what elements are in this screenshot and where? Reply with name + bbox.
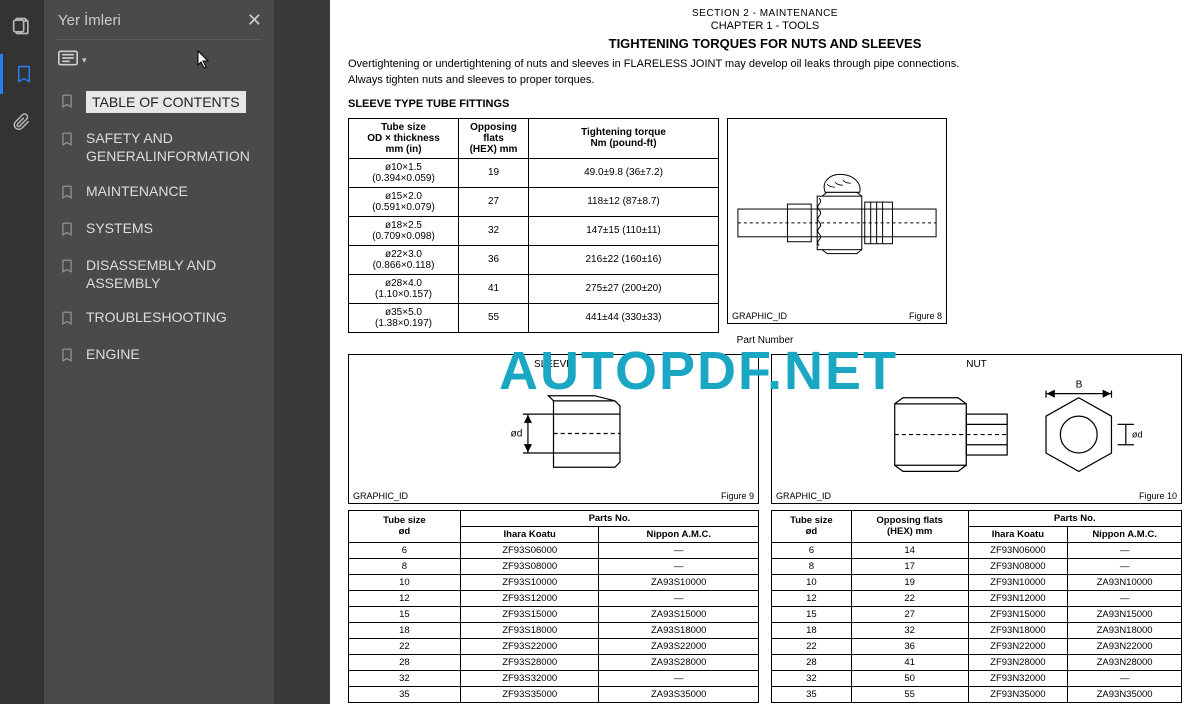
- figure-label: Figure 9: [721, 491, 754, 501]
- sidebar-title: Yer İmleri: [58, 12, 121, 29]
- close-icon[interactable]: ✕: [247, 10, 262, 31]
- bookmark-label: SYSTEMS: [86, 219, 153, 237]
- sleeve-diagram: SLEEVE ød: [348, 354, 759, 504]
- figure-label: Figure 8: [909, 311, 942, 321]
- paragraph: Always tighten nuts and sleeves to prope…: [348, 73, 1182, 87]
- bookmark-label: ENGINE: [86, 345, 140, 363]
- bookmark-label: TROUBLESHOOTING: [86, 308, 227, 326]
- fitting-svg: [728, 119, 946, 309]
- svg-text:ød: ød: [511, 428, 523, 439]
- bookmark-item[interactable]: SYSTEMS: [54, 211, 264, 248]
- bookmark-label: DISASSEMBLY AND ASSEMBLY: [86, 256, 258, 292]
- bookmark-label: TABLE OF CONTENTS: [86, 91, 246, 113]
- figure-label: Figure 10: [1139, 491, 1177, 501]
- bookmark-icon: [60, 221, 76, 240]
- bookmark-item[interactable]: TABLE OF CONTENTS: [54, 83, 264, 121]
- section-label: SECTION 2 - MAINTENANCE: [348, 8, 1182, 19]
- paragraph: Overtightening or undertightening of nut…: [348, 57, 1182, 71]
- bookmark-item[interactable]: DISASSEMBLY AND ASSEMBLY: [54, 248, 264, 300]
- bookmark-item[interactable]: ENGINE: [54, 337, 264, 374]
- attachments-icon[interactable]: [0, 102, 44, 142]
- subtitle: SLEEVE TYPE TUBE FITTINGS: [348, 98, 1182, 110]
- sleeve-svg: ød: [349, 374, 758, 489]
- pdf-page: SECTION 2 - MAINTENANCE CHAPTER 1 - TOOL…: [330, 0, 1200, 704]
- bookmark-item[interactable]: MAINTENANCE: [54, 174, 264, 211]
- bookmarks-icon[interactable]: [0, 54, 44, 94]
- nut-diagram: NUT: [771, 354, 1182, 504]
- svg-text:ød: ød: [1132, 429, 1143, 439]
- options-icon[interactable]: [58, 50, 78, 71]
- sleeve-title: SLEEVE: [349, 355, 758, 374]
- document-area: AUTOPDF.NET SECTION 2 - MAINTENANCE CHAP…: [274, 0, 1200, 704]
- chapter-label: CHAPTER 1 - TOOLS: [348, 20, 1182, 32]
- graphic-id: GRAPHIC_ID: [353, 491, 408, 501]
- nut-title: NUT: [772, 355, 1181, 374]
- bookmark-icon: [60, 258, 76, 277]
- toolstrip: [0, 0, 44, 704]
- bookmark-icon: [60, 310, 76, 329]
- part-number-label: Part Number: [348, 335, 1182, 346]
- torque-table: Tube sizeOD × thicknessmm (in)Opposing f…: [348, 118, 719, 333]
- bookmark-icon: [60, 184, 76, 203]
- graphic-id: GRAPHIC_ID: [732, 311, 787, 321]
- bookmark-list: TABLE OF CONTENTS SAFETY AND GENERALINFOR…: [44, 79, 274, 378]
- bookmark-icon: [60, 93, 76, 112]
- thumbnails-icon[interactable]: [0, 6, 44, 46]
- bookmark-icon: [60, 347, 76, 366]
- bookmark-item[interactable]: TROUBLESHOOTING: [54, 300, 264, 337]
- nut-svg: B ød: [772, 374, 1181, 489]
- svg-text:B: B: [1076, 379, 1083, 390]
- bookmark-icon: [60, 131, 76, 150]
- sleeve-parts-table: Tube sizeødParts No.Ihara KoatuNippon A.…: [348, 510, 759, 703]
- sidebar-toolbar: ▾: [44, 46, 274, 79]
- nut-parts-table: Tube sizeødOpposing flats(HEX) mmParts N…: [771, 510, 1182, 703]
- graphic-id: GRAPHIC_ID: [776, 491, 831, 501]
- chevron-down-icon[interactable]: ▾: [82, 55, 87, 66]
- fitting-diagram: GRAPHIC_ID Figure 8: [727, 118, 947, 324]
- bookmark-label: SAFETY AND GENERALINFORMATION: [86, 129, 258, 165]
- divider: [56, 39, 262, 40]
- bookmark-label: MAINTENANCE: [86, 182, 188, 200]
- page-title: TIGHTENING TORQUES FOR NUTS AND SLEEVES: [348, 36, 1182, 51]
- bookmark-item[interactable]: SAFETY AND GENERALINFORMATION: [54, 121, 264, 173]
- bookmarks-sidebar: Yer İmleri ✕ ▾ TABLE OF CONTENTS SAFETY A…: [44, 0, 274, 704]
